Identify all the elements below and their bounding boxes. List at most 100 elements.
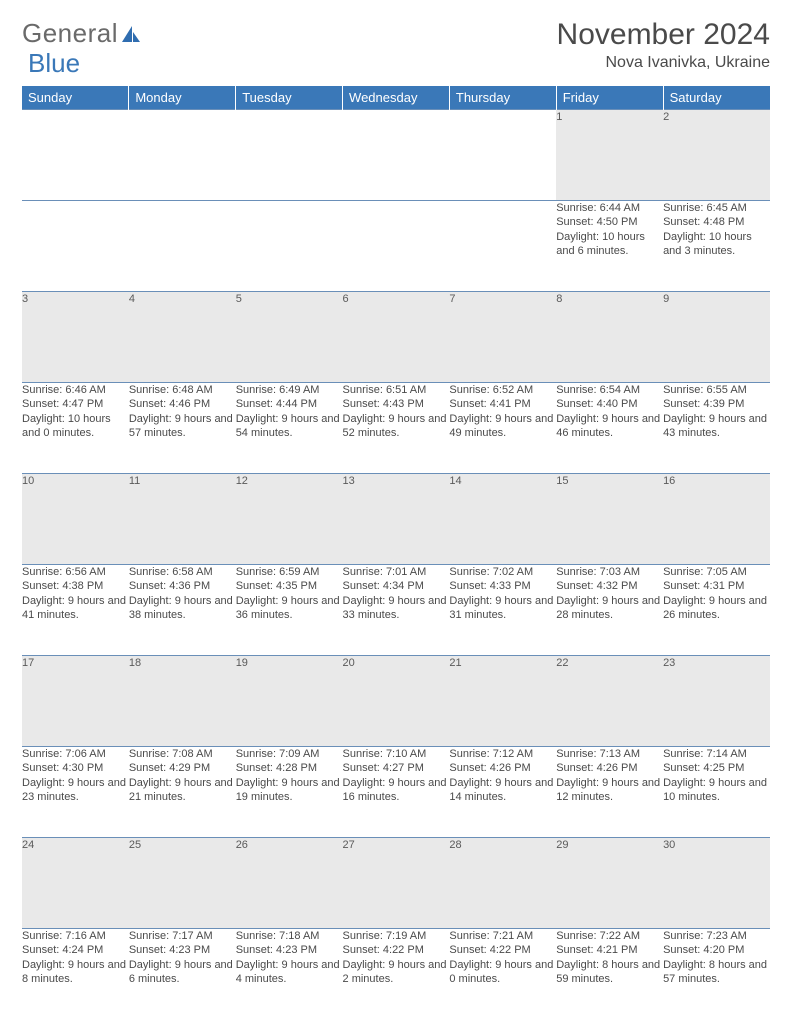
day-info-cell: [449, 201, 556, 292]
day-number-cell: 11: [129, 474, 236, 565]
weekday-header: Thursday: [449, 86, 556, 110]
day-number-cell: 18: [129, 656, 236, 747]
daylight-text: Daylight: 9 hours and 36 minutes.: [236, 594, 343, 623]
day-number-cell: 19: [236, 656, 343, 747]
day-number-cell: 10: [22, 474, 129, 565]
day-info-cell: Sunrise: 7:17 AMSunset: 4:23 PMDaylight:…: [129, 929, 236, 1020]
sunset-text: Sunset: 4:33 PM: [449, 579, 556, 593]
weekday-header: Friday: [556, 86, 663, 110]
logo-word1: General: [22, 18, 118, 49]
sunrise-text: Sunrise: 6:59 AM: [236, 565, 343, 579]
page-title: November 2024: [557, 18, 770, 52]
sunset-text: Sunset: 4:26 PM: [449, 761, 556, 775]
weekday-header: Sunday: [22, 86, 129, 110]
sunrise-text: Sunrise: 7:22 AM: [556, 929, 663, 943]
daylight-text: Daylight: 9 hours and 19 minutes.: [236, 776, 343, 805]
day-info-cell: Sunrise: 6:52 AMSunset: 4:41 PMDaylight:…: [449, 383, 556, 474]
sunset-text: Sunset: 4:39 PM: [663, 397, 770, 411]
logo-word2: Blue: [28, 48, 80, 79]
daylight-text: Daylight: 8 hours and 57 minutes.: [663, 958, 770, 987]
day-number: 27: [343, 839, 355, 851]
day-number: 2: [663, 111, 669, 123]
day-info-cell: Sunrise: 6:54 AMSunset: 4:40 PMDaylight:…: [556, 383, 663, 474]
daylight-text: Daylight: 9 hours and 8 minutes.: [22, 958, 129, 987]
sunrise-text: Sunrise: 7:21 AM: [449, 929, 556, 943]
day-info-cell: Sunrise: 6:51 AMSunset: 4:43 PMDaylight:…: [343, 383, 450, 474]
day-number: 19: [236, 657, 248, 669]
day-number: 6: [343, 293, 349, 305]
day-info-cell: Sunrise: 6:48 AMSunset: 4:46 PMDaylight:…: [129, 383, 236, 474]
day-info-cell: [236, 201, 343, 292]
sunset-text: Sunset: 4:47 PM: [22, 397, 129, 411]
sunrise-text: Sunrise: 7:02 AM: [449, 565, 556, 579]
day-info-cell: Sunrise: 6:46 AMSunset: 4:47 PMDaylight:…: [22, 383, 129, 474]
daylight-text: Daylight: 9 hours and 0 minutes.: [449, 958, 556, 987]
sunset-text: Sunset: 4:27 PM: [343, 761, 450, 775]
day-info-cell: Sunrise: 7:09 AMSunset: 4:28 PMDaylight:…: [236, 747, 343, 838]
day-number-cell: 6: [343, 292, 450, 383]
day-info-cell: Sunrise: 7:13 AMSunset: 4:26 PMDaylight:…: [556, 747, 663, 838]
daylight-text: Daylight: 9 hours and 10 minutes.: [663, 776, 770, 805]
day-number-cell: 15: [556, 474, 663, 565]
day-number-cell: 29: [556, 838, 663, 929]
weekday-header: Wednesday: [343, 86, 450, 110]
sunrise-text: Sunrise: 7:01 AM: [343, 565, 450, 579]
daynum-row: 24252627282930: [22, 838, 770, 929]
day-number: 4: [129, 293, 135, 305]
sunset-text: Sunset: 4:31 PM: [663, 579, 770, 593]
weekday-header: Saturday: [663, 86, 770, 110]
day-number: 23: [663, 657, 675, 669]
daylight-text: Daylight: 9 hours and 52 minutes.: [343, 412, 450, 441]
day-info-cell: Sunrise: 6:58 AMSunset: 4:36 PMDaylight:…: [129, 565, 236, 656]
day-number: 14: [449, 475, 461, 487]
daylight-text: Daylight: 9 hours and 41 minutes.: [22, 594, 129, 623]
day-number-cell: 27: [343, 838, 450, 929]
info-row: Sunrise: 6:56 AMSunset: 4:38 PMDaylight:…: [22, 565, 770, 656]
daylight-text: Daylight: 9 hours and 23 minutes.: [22, 776, 129, 805]
daylight-text: Daylight: 9 hours and 14 minutes.: [449, 776, 556, 805]
sunrise-text: Sunrise: 6:52 AM: [449, 383, 556, 397]
weekday-header: Monday: [129, 86, 236, 110]
day-info-cell: [22, 201, 129, 292]
daylight-text: Daylight: 9 hours and 26 minutes.: [663, 594, 770, 623]
daylight-text: Daylight: 9 hours and 31 minutes.: [449, 594, 556, 623]
sunrise-text: Sunrise: 6:45 AM: [663, 201, 770, 215]
day-number-cell: 8: [556, 292, 663, 383]
sunset-text: Sunset: 4:22 PM: [343, 943, 450, 957]
info-row: Sunrise: 7:16 AMSunset: 4:24 PMDaylight:…: [22, 929, 770, 1020]
daylight-text: Daylight: 9 hours and 54 minutes.: [236, 412, 343, 441]
sunset-text: Sunset: 4:23 PM: [236, 943, 343, 957]
sunrise-text: Sunrise: 7:13 AM: [556, 747, 663, 761]
sunset-text: Sunset: 4:40 PM: [556, 397, 663, 411]
day-info-cell: Sunrise: 7:08 AMSunset: 4:29 PMDaylight:…: [129, 747, 236, 838]
day-number-cell: 16: [663, 474, 770, 565]
sunset-text: Sunset: 4:48 PM: [663, 215, 770, 229]
day-number-cell: 23: [663, 656, 770, 747]
day-number: 16: [663, 475, 675, 487]
day-info-cell: [129, 201, 236, 292]
sunset-text: Sunset: 4:26 PM: [556, 761, 663, 775]
day-number-cell: 4: [129, 292, 236, 383]
daylight-text: Daylight: 9 hours and 6 minutes.: [129, 958, 236, 987]
sunrise-text: Sunrise: 7:17 AM: [129, 929, 236, 943]
sunrise-text: Sunrise: 7:05 AM: [663, 565, 770, 579]
day-number-cell: 21: [449, 656, 556, 747]
calendar-table: Sunday Monday Tuesday Wednesday Thursday…: [22, 86, 770, 1020]
day-info-cell: Sunrise: 7:22 AMSunset: 4:21 PMDaylight:…: [556, 929, 663, 1020]
daylight-text: Daylight: 10 hours and 3 minutes.: [663, 230, 770, 259]
weekday-header-row: Sunday Monday Tuesday Wednesday Thursday…: [22, 86, 770, 110]
day-number: 30: [663, 839, 675, 851]
info-row: Sunrise: 6:44 AMSunset: 4:50 PMDaylight:…: [22, 201, 770, 292]
day-info-cell: Sunrise: 6:55 AMSunset: 4:39 PMDaylight:…: [663, 383, 770, 474]
sunrise-text: Sunrise: 6:44 AM: [556, 201, 663, 215]
sunset-text: Sunset: 4:38 PM: [22, 579, 129, 593]
day-number-cell: [343, 110, 450, 201]
sunset-text: Sunset: 4:24 PM: [22, 943, 129, 957]
day-number-cell: 9: [663, 292, 770, 383]
daylight-text: Daylight: 9 hours and 21 minutes.: [129, 776, 236, 805]
day-number: 26: [236, 839, 248, 851]
day-number-cell: 25: [129, 838, 236, 929]
sunset-text: Sunset: 4:43 PM: [343, 397, 450, 411]
sunrise-text: Sunrise: 6:51 AM: [343, 383, 450, 397]
day-info-cell: Sunrise: 7:16 AMSunset: 4:24 PMDaylight:…: [22, 929, 129, 1020]
